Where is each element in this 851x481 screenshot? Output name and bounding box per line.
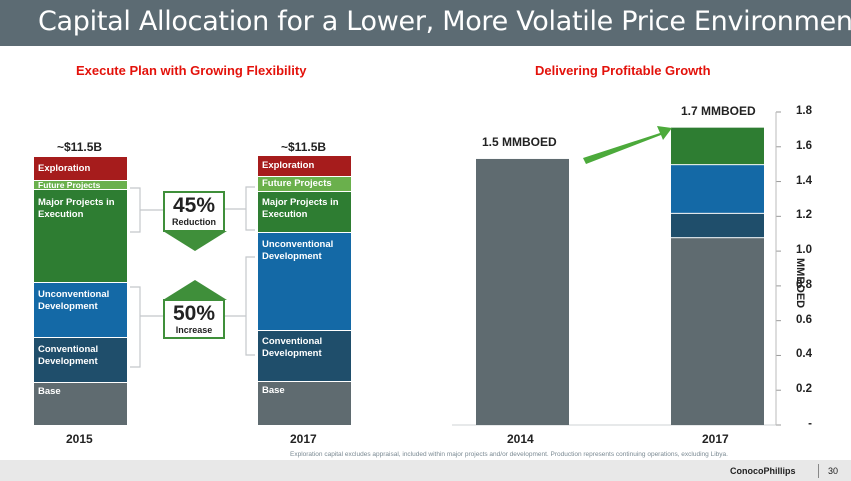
y-tick-label: 1.2 [796, 209, 812, 222]
segment-label: Conventional Development [38, 344, 99, 367]
segment-label: Future Projects [262, 178, 332, 189]
up-arrow-icon [163, 280, 227, 300]
segment-label: Unconventional Development [262, 239, 334, 262]
y-axis [775, 111, 781, 426]
x-label-2014: 2014 [507, 432, 534, 446]
segment-unconventional: Unconventional Development [258, 233, 351, 330]
segment-future-projects: Future Projects [34, 180, 127, 190]
bracket-left-lower [130, 286, 141, 368]
segment-label: Exploration [38, 163, 91, 174]
production-bar-label: 1.7 MMBOED [681, 103, 756, 118]
segment-unconventional: Unconventional Development [34, 283, 127, 337]
segment-label: Major Projects in Execution [262, 197, 339, 220]
footer-divider [818, 464, 819, 478]
production-bar-segment [671, 213, 764, 238]
y-tick-label: 0.8 [796, 278, 812, 291]
increase-pct: 50% [172, 302, 216, 325]
footnote: Exploration capital excludes appraisal, … [290, 451, 728, 458]
y-tick-label: 0.4 [796, 348, 812, 361]
footer-bar [0, 460, 851, 481]
y-tick-label: 0.6 [796, 313, 812, 326]
increase-badge: 50% Increase [163, 299, 225, 339]
chart-bars [476, 127, 764, 425]
segment-label: Future Projects [38, 180, 101, 190]
segment-label: Exploration [262, 160, 315, 171]
segment-exploration: Exploration [34, 157, 127, 180]
segment-label: Unconventional Development [38, 289, 110, 312]
growth-arrow-icon [583, 126, 672, 164]
segment-label: Conventional Development [262, 336, 323, 359]
segment-conventional: Conventional Development [34, 338, 127, 382]
left-subtitle: Execute Plan with Growing Flexibility [76, 63, 307, 78]
page-number: 30 [828, 466, 839, 476]
y-tick-label: 0.2 [796, 383, 812, 396]
reduction-badge: 45% Reduction [163, 191, 225, 232]
page-title: Capital Allocation for a Lower, More Vol… [38, 6, 851, 37]
production-bar-label: 1.5 MMBOED [482, 134, 557, 149]
y-axis-title: MMBOED [794, 258, 806, 309]
reduction-pct: 45% [172, 194, 216, 217]
y-tick-label: 1.6 [796, 139, 812, 152]
bar-total-2015: ~$11.5B [57, 140, 103, 154]
segment-label: Base [38, 386, 61, 397]
production-bar-segment [671, 165, 764, 213]
production-bar-segment [476, 158, 569, 425]
increase-word: Increase [175, 325, 213, 335]
production-bar-segment [671, 127, 764, 165]
year-2015: 2015 [66, 432, 93, 446]
segment-future-projects: Future Projects [258, 177, 351, 191]
segment-label: Major Projects in Execution [38, 197, 115, 220]
production-bar-segment [671, 238, 764, 425]
y-tick-label: 1.4 [796, 174, 812, 187]
down-arrow-icon [163, 231, 227, 251]
bar-total-2017: ~$11.5B [281, 140, 327, 154]
year-2017: 2017 [290, 432, 317, 446]
segment-base: Base [34, 383, 127, 425]
brand-logo: ConocoPhillips [730, 466, 796, 476]
y-tick-label: - [808, 418, 812, 430]
x-label-2017: 2017 [702, 432, 729, 446]
chart-title: Delivering Profitable Growth [535, 63, 711, 78]
segment-conventional: Conventional Development [258, 331, 351, 381]
y-tick-label: 1.0 [796, 244, 812, 257]
segment-label: Base [262, 385, 285, 396]
y-tick-label: 1.8 [796, 105, 812, 117]
reduction-word: Reduction [172, 217, 216, 227]
bracket-right-lower [245, 256, 255, 356]
header-bar: Capital Allocation for a Lower, More Vol… [0, 0, 851, 46]
segment-exploration: Exploration [258, 156, 351, 176]
segment-major-projects: Major Projects in Execution [34, 190, 127, 282]
segment-major-projects: Major Projects in Execution [258, 192, 351, 232]
segment-base: Base [258, 382, 351, 425]
